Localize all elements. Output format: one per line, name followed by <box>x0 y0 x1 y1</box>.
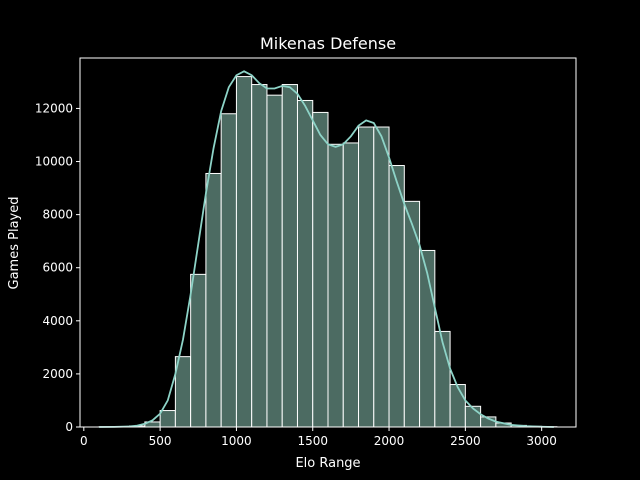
histogram-bar-18 <box>373 126 390 428</box>
histogram-bar-8 <box>220 113 237 428</box>
histogram-bar-11 <box>266 94 283 428</box>
x-axis-ticks: 0 500 1000 1500 2000 2500 3000 <box>80 427 557 448</box>
y-axis-label: Games Played <box>7 197 22 290</box>
x-tick-label: 500 <box>149 434 172 448</box>
histogram-bar-15 <box>327 143 344 428</box>
histogram-bar-20 <box>403 200 421 428</box>
histogram-bar-19 <box>388 165 405 428</box>
histogram-bar-23 <box>449 384 466 428</box>
y-tick-label: 8000 <box>42 208 73 222</box>
x-tick-label: 1500 <box>297 434 328 448</box>
y-tick-label: 0 <box>65 420 73 434</box>
histogram-bar-6 <box>190 273 207 428</box>
histogram-bar-22 <box>434 330 451 428</box>
histogram-bar-10 <box>251 84 268 428</box>
chart-title: Mikenas Defense <box>260 34 396 53</box>
histogram-bars <box>98 76 558 428</box>
histogram-bar-13 <box>296 99 314 428</box>
histogram-bar-12 <box>281 84 298 428</box>
x-tick-label: 2000 <box>374 434 405 448</box>
histogram-bar-17 <box>358 126 375 428</box>
histogram-bar-7 <box>205 172 222 428</box>
kde-curve <box>99 70 554 428</box>
axes-frame <box>79 57 577 428</box>
x-axis-label: Elo Range <box>295 456 360 471</box>
x-tick-label: 1000 <box>221 434 252 448</box>
histogram-bar-9 <box>235 76 253 428</box>
y-tick-label: 2000 <box>42 367 73 381</box>
y-tick-label: 10000 <box>35 155 73 169</box>
x-tick-label: 0 <box>80 434 88 448</box>
y-tick-label: 6000 <box>42 261 73 275</box>
y-axis-ticks: 0 2000 4000 6000 8000 10000 12000 <box>35 101 80 434</box>
y-tick-label: 12000 <box>35 101 73 115</box>
histogram-bar-16 <box>342 142 360 428</box>
x-tick-label: 2500 <box>450 434 481 448</box>
y-tick-label: 4000 <box>42 314 73 328</box>
histogram-bar-4 <box>159 410 176 428</box>
x-tick-label: 3000 <box>526 434 557 448</box>
histogram-bar-14 <box>312 111 329 428</box>
